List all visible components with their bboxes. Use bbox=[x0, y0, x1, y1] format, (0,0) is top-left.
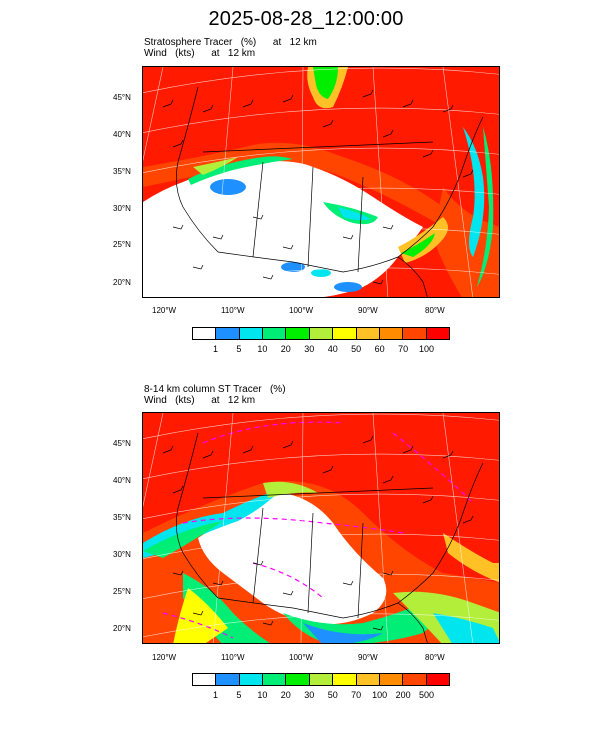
top-panel-label-1: Stratosphere Tracer (%) at 12 km bbox=[144, 37, 317, 48]
colorbar-swatch bbox=[426, 328, 449, 339]
top-map bbox=[142, 66, 500, 298]
top-panel-label-2: Wind (kts) at 12 km bbox=[144, 48, 256, 59]
top-lat-tick: 45°N bbox=[113, 93, 131, 102]
bottom-contours bbox=[162, 421, 474, 639]
top-map-field bbox=[143, 67, 499, 297]
colorbar-swatch bbox=[333, 674, 357, 685]
colorbar-label: 40 bbox=[327, 344, 338, 354]
bottom-wind-barbs bbox=[162, 435, 474, 631]
bottom-lon-tick: 90°W bbox=[358, 653, 378, 662]
colorbar-label: 10 bbox=[257, 690, 268, 700]
bottom-lat-tick: 40°N bbox=[113, 476, 131, 485]
colorbar-swatch bbox=[286, 674, 310, 685]
colorbar-label: 200 bbox=[395, 690, 411, 700]
colorbar-swatch bbox=[263, 674, 287, 685]
colorbar-swatch bbox=[356, 328, 380, 339]
top-wind-barbs bbox=[162, 89, 474, 285]
top-lon-tick: 90°W bbox=[358, 306, 378, 315]
colorbar-swatch bbox=[193, 328, 217, 339]
bottom-lon-tick: 110°W bbox=[221, 653, 245, 662]
colorbar-swatch bbox=[379, 328, 404, 339]
colorbar-swatch bbox=[286, 328, 310, 339]
top-lon-tick: 110°W bbox=[221, 306, 245, 315]
bottom-lat-tick: 20°N bbox=[113, 624, 131, 633]
colorbar-label: 20 bbox=[280, 344, 291, 354]
colorbar-swatch bbox=[403, 674, 427, 685]
bottom-map bbox=[142, 412, 500, 644]
bottom-panel-label-2: Wind (kts) at 12 km bbox=[144, 395, 256, 406]
top-lon-tick: 120°W bbox=[152, 306, 177, 315]
colorbar-label: 5 bbox=[236, 344, 242, 354]
colorbar-label: 100 bbox=[372, 690, 388, 700]
bottom-lat-tick: 30°N bbox=[113, 550, 131, 559]
colorbar-label: 100 bbox=[419, 344, 435, 354]
colorbar-label: 30 bbox=[304, 344, 315, 354]
top-lon-tick: 80°W bbox=[425, 306, 445, 315]
top-lat-tick: 40°N bbox=[113, 130, 131, 139]
top-colorbar bbox=[192, 327, 450, 340]
colorbar-swatch bbox=[356, 674, 380, 685]
colorbar-label: 30 bbox=[304, 690, 315, 700]
colorbar-label: 10 bbox=[257, 344, 268, 354]
bottom-lat-tick: 45°N bbox=[113, 439, 131, 448]
colorbar-swatch bbox=[403, 328, 427, 339]
colorbar-swatch bbox=[309, 328, 334, 339]
colorbar-swatch bbox=[216, 328, 240, 339]
colorbar-swatch bbox=[239, 328, 264, 339]
top-lat-tick: 25°N bbox=[113, 240, 131, 249]
top-lat-tick: 35°N bbox=[113, 167, 131, 176]
colorbar-label: 60 bbox=[374, 344, 385, 354]
bottom-lat-tick: 25°N bbox=[113, 587, 131, 596]
colorbar-label: 1 bbox=[212, 344, 218, 354]
colorbar-label: 20 bbox=[280, 690, 291, 700]
bottom-lon-tick: 80°W bbox=[425, 653, 445, 662]
colorbar-label: 50 bbox=[327, 690, 338, 700]
colorbar-swatch bbox=[263, 328, 287, 339]
page-title: 2025-08-28_12:00:00 bbox=[208, 8, 404, 30]
colorbar-swatch bbox=[333, 328, 357, 339]
colorbar-swatch bbox=[216, 674, 240, 685]
top-lat-tick: 30°N bbox=[113, 204, 131, 213]
top-lon-tick: 100°W bbox=[289, 306, 314, 315]
bottom-lon-tick: 100°W bbox=[289, 653, 314, 662]
bottom-lat-tick: 35°N bbox=[113, 513, 131, 522]
colorbar-label: 1 bbox=[212, 690, 218, 700]
colorbar-label: 70 bbox=[351, 690, 362, 700]
colorbar-swatch bbox=[193, 674, 217, 685]
bottom-colorbar bbox=[192, 673, 450, 686]
colorbar-label: 500 bbox=[419, 690, 435, 700]
top-lat-tick: 20°N bbox=[113, 278, 131, 287]
colorbar-swatch bbox=[309, 674, 334, 685]
colorbar-swatch bbox=[379, 674, 404, 685]
bottom-lon-tick: 120°W bbox=[152, 653, 177, 662]
colorbar-swatch bbox=[239, 674, 264, 685]
colorbar-label: 70 bbox=[398, 344, 409, 354]
bottom-panel-label-1: 8-14 km column ST Tracer (%) bbox=[144, 384, 286, 395]
colorbar-label: 5 bbox=[236, 690, 242, 700]
colorbar-label: 50 bbox=[351, 344, 362, 354]
colorbar-swatch bbox=[426, 674, 449, 685]
bottom-map-field bbox=[143, 413, 499, 643]
